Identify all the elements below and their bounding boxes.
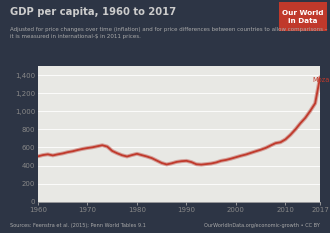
Text: Adjusted for price changes over time (inflation) and for price differences betwe: Adjusted for price changes over time (in… [10,27,327,39]
Text: OurWorldInData.org/economic-growth • CC BY: OurWorldInData.org/economic-growth • CC … [204,223,320,228]
Text: Sources: Feenstra et al. (2015); Penn World Tables 9.1: Sources: Feenstra et al. (2015); Penn Wo… [10,223,146,228]
Text: Mozambique: Mozambique [313,77,330,83]
Text: GDP per capita, 1960 to 2017: GDP per capita, 1960 to 2017 [10,7,176,17]
Text: Our World
in Data: Our World in Data [282,10,323,24]
